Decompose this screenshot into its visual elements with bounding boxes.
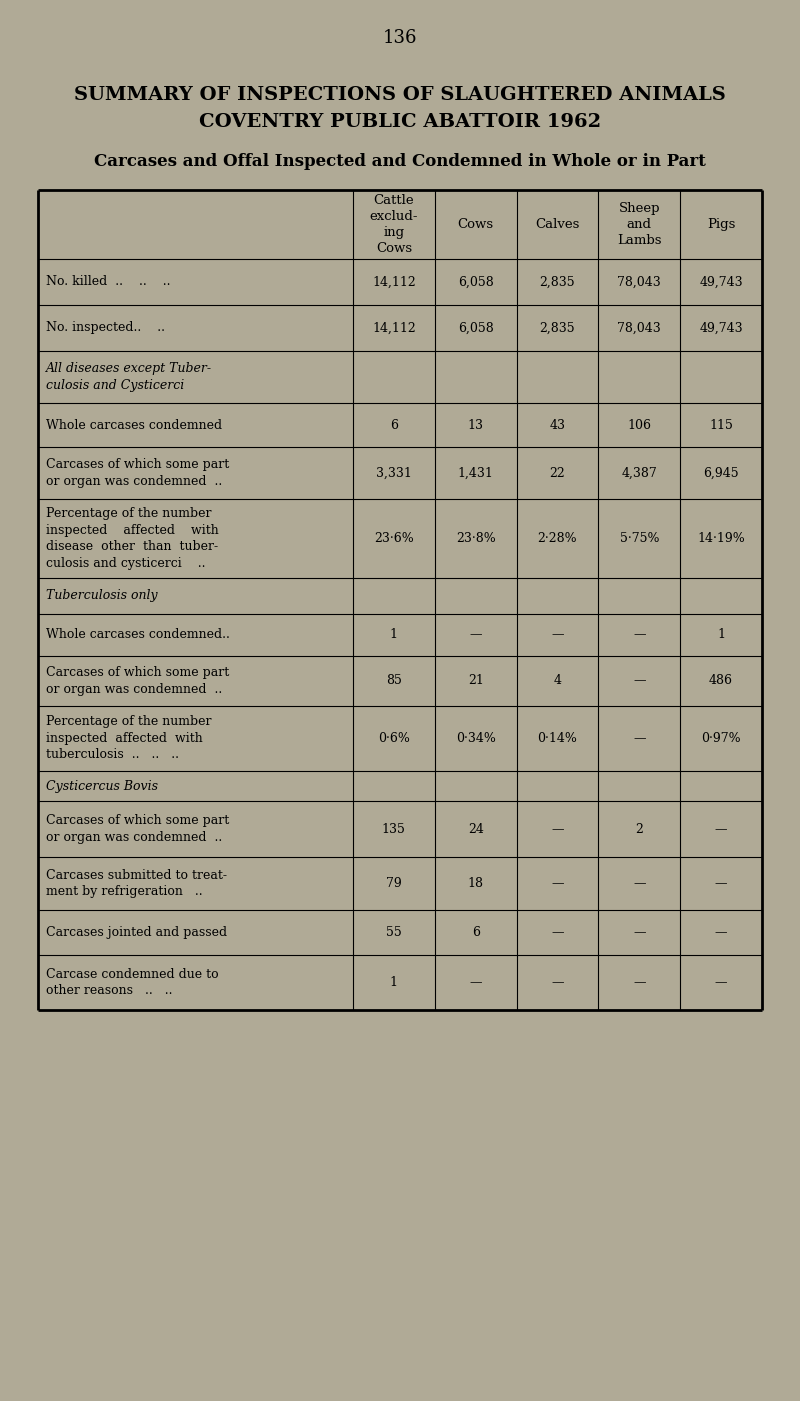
Text: 2·28%: 2·28% xyxy=(538,532,578,545)
Text: 5·75%: 5·75% xyxy=(619,532,659,545)
Text: —: — xyxy=(715,975,727,989)
Text: Whole carcases condemned..: Whole carcases condemned.. xyxy=(46,629,230,642)
Text: —: — xyxy=(633,926,646,939)
Text: 1: 1 xyxy=(390,629,398,642)
Text: 14,112: 14,112 xyxy=(372,321,416,335)
Text: 21: 21 xyxy=(468,674,483,688)
Text: No. killed  ..    ..    ..: No. killed .. .. .. xyxy=(46,276,170,289)
Text: Percentage of the number
inspected  affected  with
tuberculosis  ..   ..   ..: Percentage of the number inspected affec… xyxy=(46,716,211,761)
Text: 78,043: 78,043 xyxy=(618,276,661,289)
Text: 6: 6 xyxy=(390,419,398,432)
Text: —: — xyxy=(551,975,564,989)
Text: 115: 115 xyxy=(709,419,733,432)
Text: 24: 24 xyxy=(468,822,483,835)
Text: 18: 18 xyxy=(468,877,484,890)
Text: Carcases of which some part
or organ was condemned  ..: Carcases of which some part or organ was… xyxy=(46,458,230,488)
Text: Calves: Calves xyxy=(535,219,580,231)
Text: —: — xyxy=(470,629,482,642)
Text: 6,058: 6,058 xyxy=(458,276,494,289)
Text: —: — xyxy=(633,877,646,890)
Text: 135: 135 xyxy=(382,822,406,835)
Text: 4,387: 4,387 xyxy=(622,467,657,479)
Text: 1: 1 xyxy=(717,629,725,642)
Text: —: — xyxy=(551,926,564,939)
Text: 14,112: 14,112 xyxy=(372,276,416,289)
Text: 3,331: 3,331 xyxy=(376,467,412,479)
Text: —: — xyxy=(551,877,564,890)
Text: 0·14%: 0·14% xyxy=(538,731,578,745)
Text: 23·8%: 23·8% xyxy=(456,532,495,545)
Text: 2: 2 xyxy=(635,822,643,835)
Text: 43: 43 xyxy=(550,419,566,432)
Text: 1: 1 xyxy=(390,975,398,989)
Text: Pigs: Pigs xyxy=(707,219,735,231)
Text: Carcases of which some part
or organ was condemned  ..: Carcases of which some part or organ was… xyxy=(46,665,230,696)
Text: 14·19%: 14·19% xyxy=(698,532,745,545)
Text: 55: 55 xyxy=(386,926,402,939)
Text: SUMMARY OF INSPECTIONS OF SLAUGHTERED ANIMALS: SUMMARY OF INSPECTIONS OF SLAUGHTERED AN… xyxy=(74,85,726,104)
Text: Carcases of which some part
or organ was condemned  ..: Carcases of which some part or organ was… xyxy=(46,814,230,843)
Text: 85: 85 xyxy=(386,674,402,688)
Text: Cattle
exclud-
ing
Cows: Cattle exclud- ing Cows xyxy=(370,193,418,255)
Text: 13: 13 xyxy=(468,419,484,432)
Text: Percentage of the number
inspected    affected    with
disease  other  than  tub: Percentage of the number inspected affec… xyxy=(46,507,218,570)
Text: —: — xyxy=(551,629,564,642)
Text: 0·6%: 0·6% xyxy=(378,731,410,745)
Text: No. inspected..    ..: No. inspected.. .. xyxy=(46,321,165,335)
Text: —: — xyxy=(551,822,564,835)
Text: Tuberculosis only: Tuberculosis only xyxy=(46,590,158,602)
Text: 23·6%: 23·6% xyxy=(374,532,414,545)
Text: COVENTRY PUBLIC ABATTOIR 1962: COVENTRY PUBLIC ABATTOIR 1962 xyxy=(199,113,601,132)
Text: 1,431: 1,431 xyxy=(458,467,494,479)
Text: Cows: Cows xyxy=(458,219,494,231)
Text: 0·97%: 0·97% xyxy=(702,731,741,745)
Text: Whole carcases condemned: Whole carcases condemned xyxy=(46,419,222,432)
Text: 106: 106 xyxy=(627,419,651,432)
Text: 6,945: 6,945 xyxy=(703,467,739,479)
Text: —: — xyxy=(633,674,646,688)
Text: —: — xyxy=(715,822,727,835)
Text: Carcases and Offal Inspected and Condemned in Whole or in Part: Carcases and Offal Inspected and Condemn… xyxy=(94,154,706,171)
Text: —: — xyxy=(633,629,646,642)
Text: 2,835: 2,835 xyxy=(540,276,575,289)
Text: —: — xyxy=(470,975,482,989)
Text: 49,743: 49,743 xyxy=(699,321,743,335)
Text: 78,043: 78,043 xyxy=(618,321,661,335)
Text: Carcases submitted to treat-
ment by refrigeration   ..: Carcases submitted to treat- ment by ref… xyxy=(46,869,227,898)
Text: 22: 22 xyxy=(550,467,566,479)
Text: 49,743: 49,743 xyxy=(699,276,743,289)
Text: 486: 486 xyxy=(709,674,733,688)
Text: —: — xyxy=(715,877,727,890)
Text: —: — xyxy=(633,975,646,989)
Text: —: — xyxy=(715,926,727,939)
Text: 79: 79 xyxy=(386,877,402,890)
Text: —: — xyxy=(633,731,646,745)
Text: 6,058: 6,058 xyxy=(458,321,494,335)
Text: All diseases except Tuber-
culosis and Cysticerci: All diseases except Tuber- culosis and C… xyxy=(46,363,212,392)
Text: 6: 6 xyxy=(472,926,480,939)
Text: 136: 136 xyxy=(382,29,418,48)
Text: Carcase condemned due to
other reasons   ..   ..: Carcase condemned due to other reasons .… xyxy=(46,968,218,998)
Text: 4: 4 xyxy=(554,674,562,688)
Text: 2,835: 2,835 xyxy=(540,321,575,335)
Text: Cysticercus Bovis: Cysticercus Bovis xyxy=(46,779,158,793)
Text: Carcases jointed and passed: Carcases jointed and passed xyxy=(46,926,227,939)
Text: 0·34%: 0·34% xyxy=(456,731,495,745)
Text: Sheep
and
Lambs: Sheep and Lambs xyxy=(617,202,662,247)
